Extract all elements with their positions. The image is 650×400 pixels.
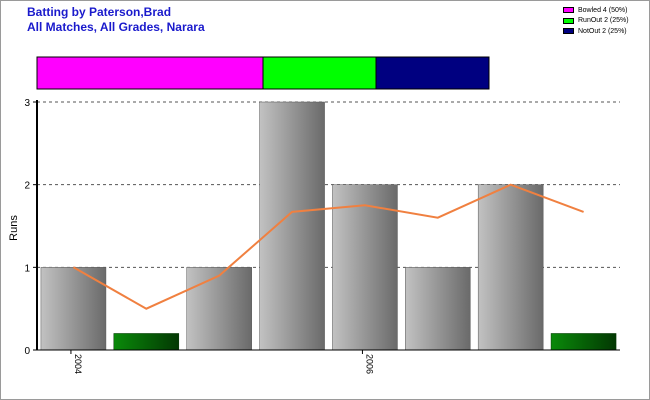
bar-7 — [477, 184, 544, 351]
x-tick-label-2004: 2004 — [73, 354, 83, 374]
trend-line-group — [72, 183, 584, 310]
legend-swatch-bowled — [563, 7, 574, 14]
legend-swatch-runout — [563, 17, 574, 24]
stack-segment-notout — [375, 56, 490, 90]
bar-8 — [550, 333, 617, 351]
axes: 0 1 2 3 2004 2006 — [24, 98, 620, 374]
bar-3 — [186, 267, 252, 351]
legend-swatch-notout — [563, 28, 574, 35]
bar-4 — [259, 101, 325, 351]
legend-item-notout: NotOut 2 (25%) — [563, 26, 629, 37]
bar-2 — [113, 333, 180, 351]
bar-6 — [405, 267, 471, 351]
y-tick-label-2: 2 — [24, 181, 30, 192]
x-tick-label-2006: 2006 — [364, 354, 374, 374]
trend-line — [72, 183, 584, 310]
stack-segment-bowled — [36, 56, 264, 90]
y-tick-label-0: 0 — [24, 346, 30, 357]
grid-lines — [37, 101, 620, 268]
y-tick-label-1: 1 — [24, 263, 30, 274]
y-axis-label: Runs — [8, 215, 20, 241]
dismissal-stack-bar — [36, 56, 490, 90]
legend-item-runout: RunOut 2 (25%) — [563, 16, 629, 27]
y-tick-label-3: 3 — [24, 98, 30, 109]
legend-label-bowled: Bowled 4 (50%) — [578, 6, 628, 14]
legend-label-notout: NotOut 2 (25%) — [578, 27, 627, 35]
chart-subtitle: All Matches, All Grades, Narara — [27, 20, 205, 34]
legend-item-bowled: Bowled 4 (50%) — [563, 5, 629, 16]
bar-1 — [40, 267, 107, 351]
stack-segment-runout — [262, 56, 377, 90]
chart-title: Batting by Paterson,Brad — [27, 5, 172, 19]
legend-label-runout: RunOut 2 (25%) — [578, 17, 629, 25]
bar-5 — [332, 184, 398, 351]
legend: Bowled 4 (50%) RunOut 2 (25%) NotOut 2 (… — [563, 5, 629, 37]
bars — [40, 101, 617, 351]
